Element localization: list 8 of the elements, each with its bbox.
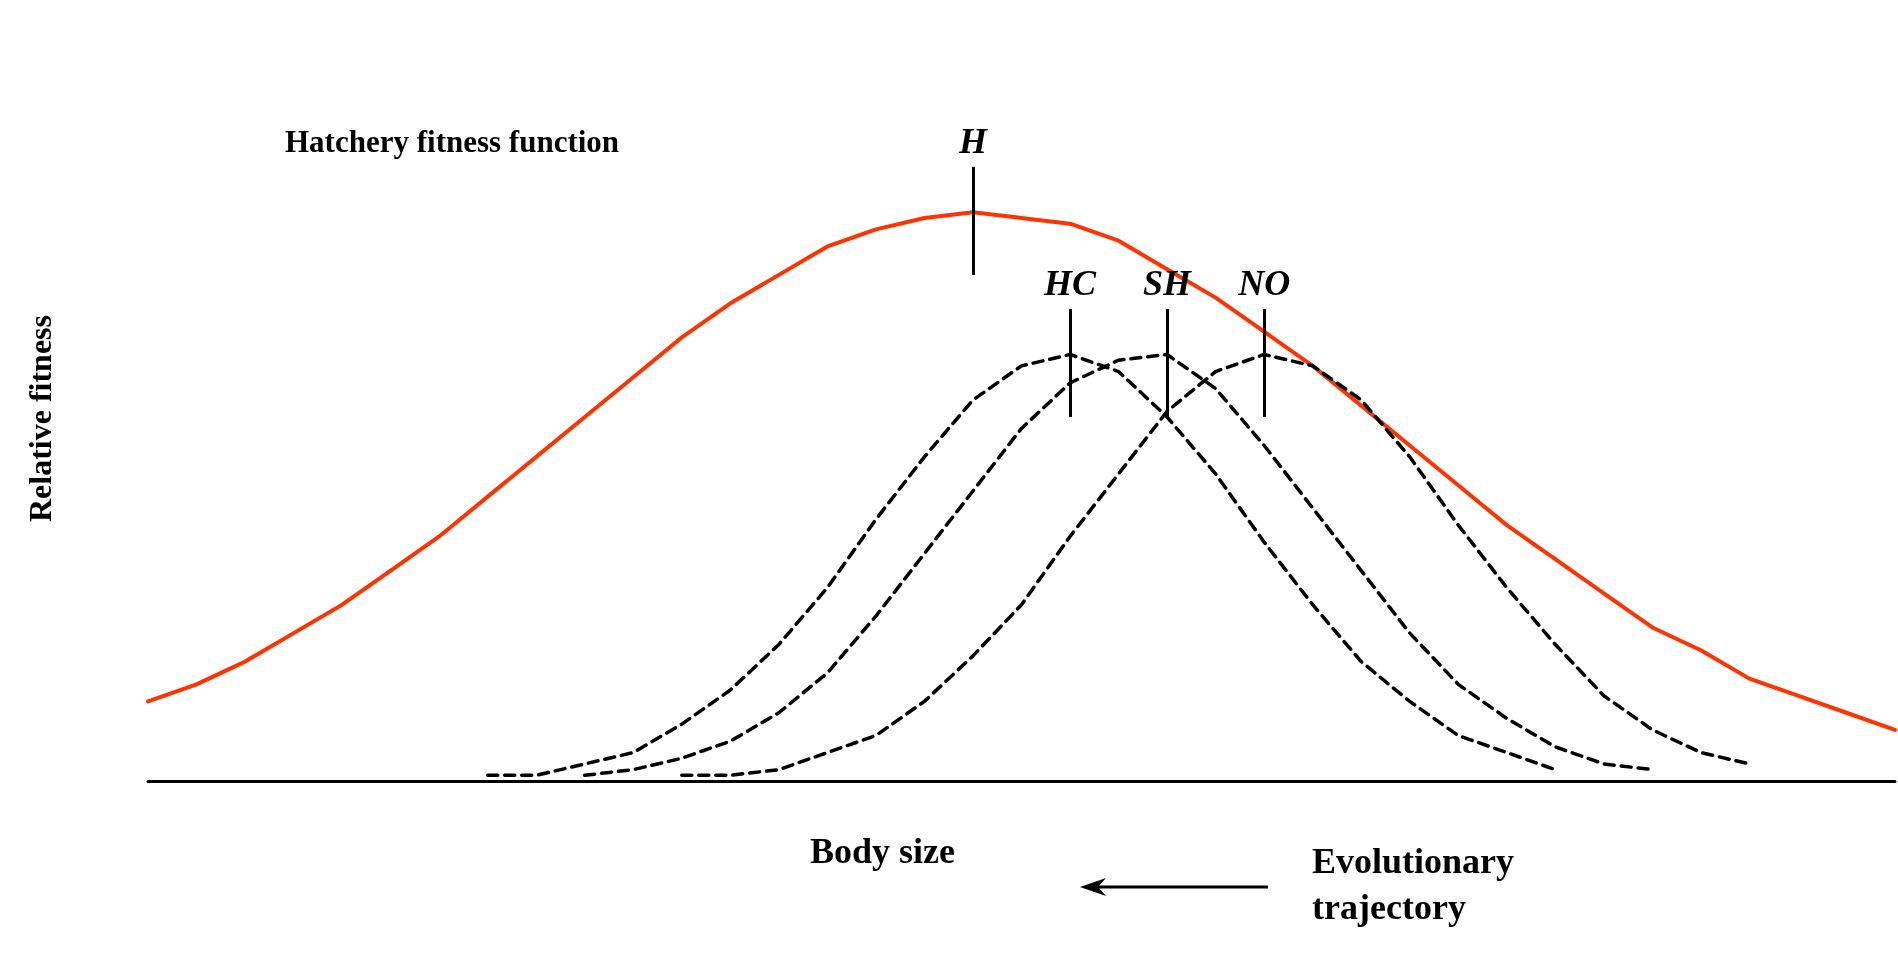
series-label: NO [1237,262,1291,303]
text: Evolutionary trajectory [1312,840,1516,929]
y-axis-title: Relative fitness [21,313,59,525]
x-axis-title: Body size [810,830,956,872]
series-label: SH [1143,262,1193,303]
series-label: HC [1043,262,1098,303]
series-label: H [957,120,988,161]
text: Hatchery fitness function [285,124,620,160]
